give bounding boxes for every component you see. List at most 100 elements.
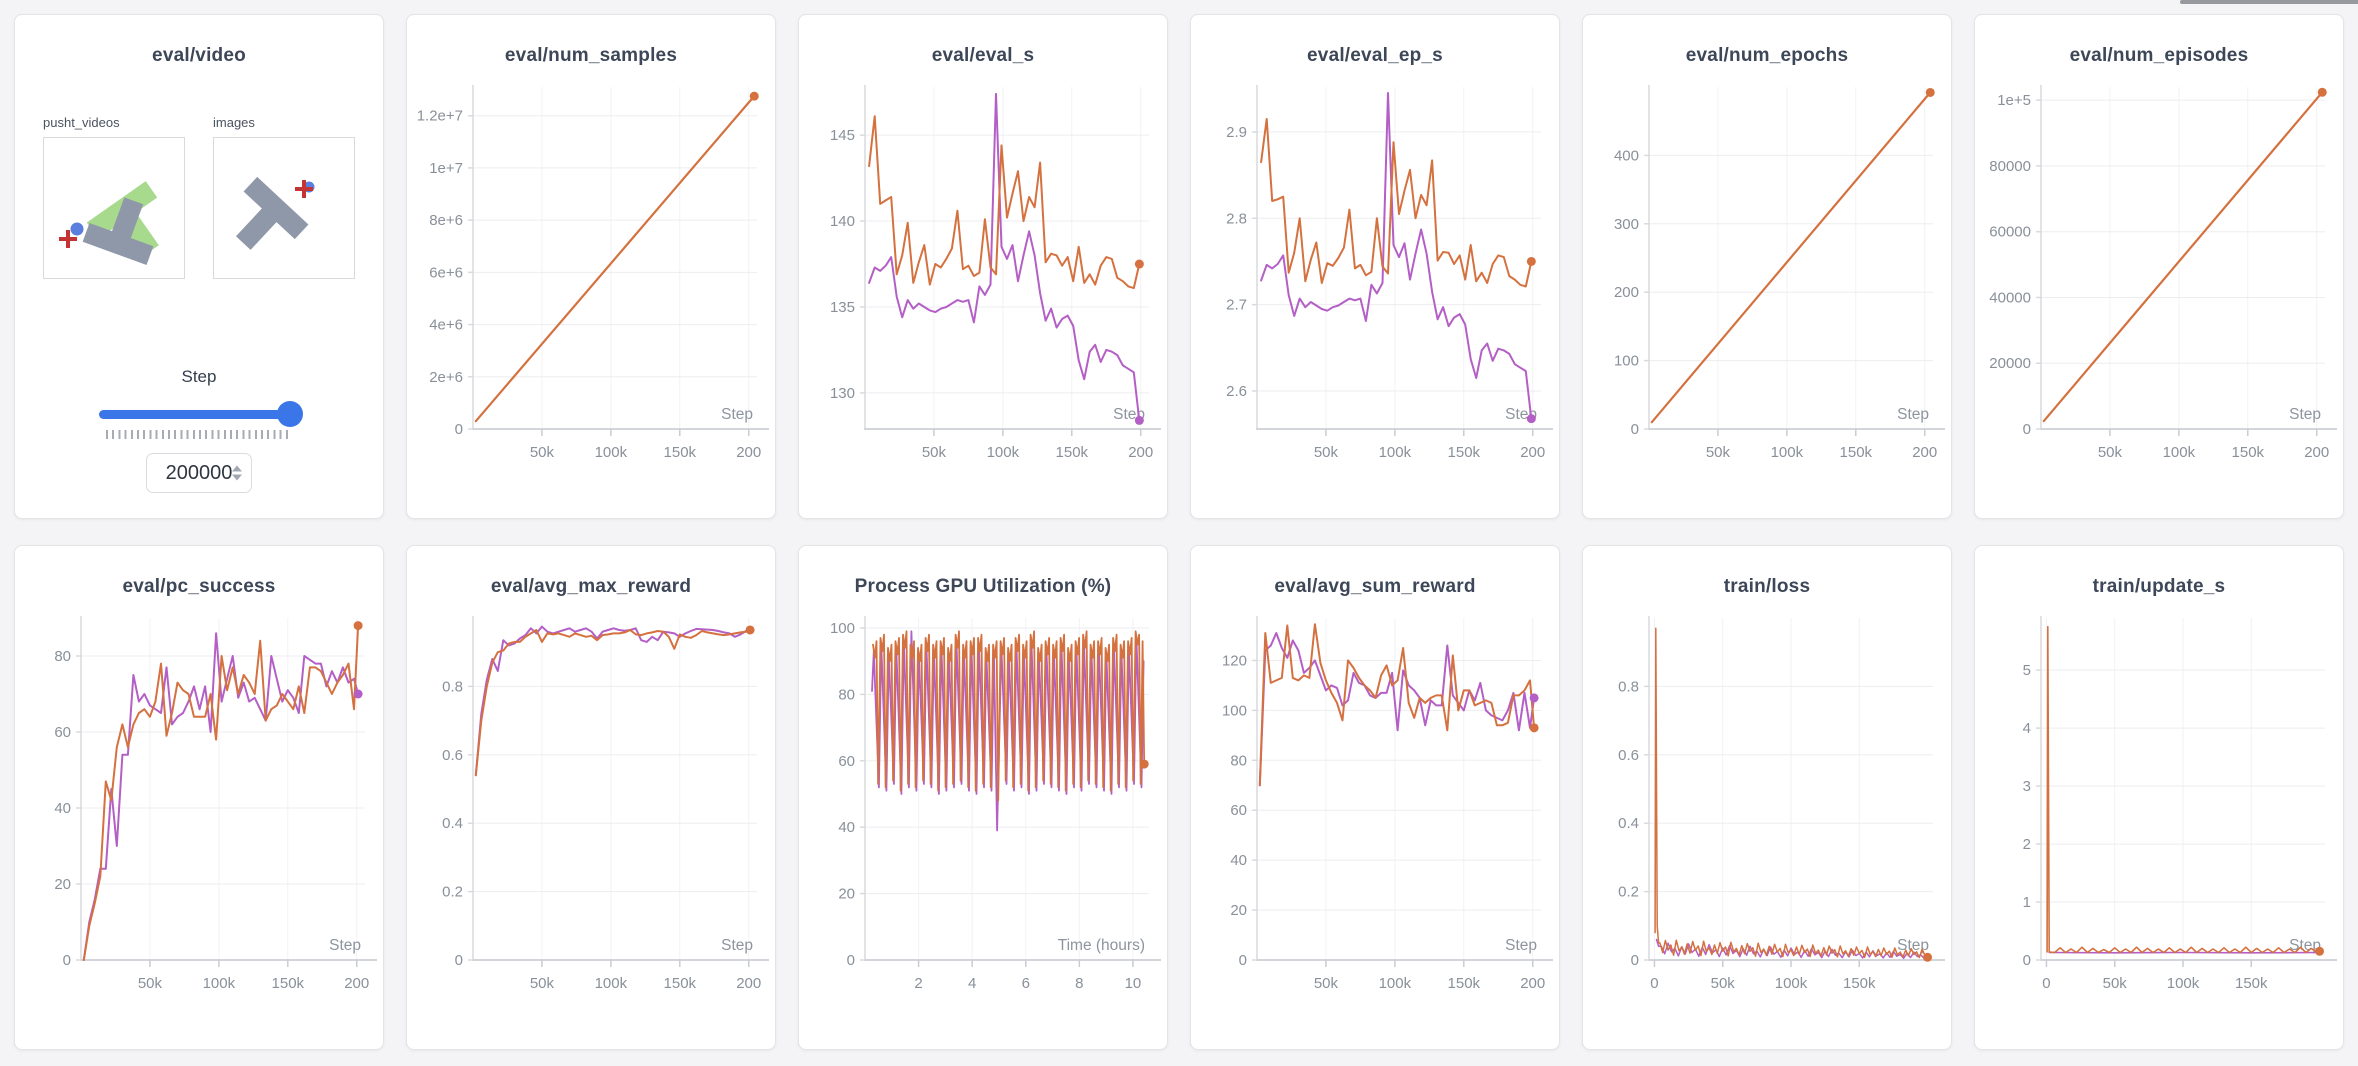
svg-text:200: 200 xyxy=(2304,444,2329,461)
svg-text:50k: 50k xyxy=(922,444,947,461)
svg-text:150k: 150k xyxy=(272,975,305,992)
svg-text:2e+6: 2e+6 xyxy=(429,369,463,386)
svg-text:10: 10 xyxy=(1125,975,1142,992)
pusht-scene-image xyxy=(59,181,159,266)
chart-canvas[interactable]: 0 20 40 60 80 100 2 4 6 8 10 Time (hours) xyxy=(799,606,1168,1018)
svg-text:1.2e+7: 1.2e+7 xyxy=(417,108,463,125)
media-group-images: images xyxy=(213,115,355,279)
step-slider-label: Step xyxy=(181,367,217,386)
svg-text:4e+6: 4e+6 xyxy=(429,317,463,334)
svg-text:0: 0 xyxy=(1650,975,1658,992)
svg-text:40: 40 xyxy=(838,819,855,836)
panel-title: eval/avg_max_reward xyxy=(490,576,692,597)
panel-eval-num-samples: eval/num_samples 0 2e+6 4e+6 6e+6 8e+6 1e+7 1.… xyxy=(406,14,776,519)
media-group-pusht-videos: pusht_videos xyxy=(43,115,185,279)
svg-text:100: 100 xyxy=(830,620,855,637)
svg-text:0: 0 xyxy=(2042,975,2050,992)
video-thumbnail-pusht[interactable] xyxy=(43,137,185,279)
svg-text:120: 120 xyxy=(1222,652,1247,669)
svg-text:60: 60 xyxy=(838,753,855,770)
step-slider-track[interactable] xyxy=(99,410,299,419)
chart-canvas[interactable]: 0 20 40 60 80 100 120 50k 100k 150k 200 Step xyxy=(1191,606,1560,1018)
svg-text:150k: 150k xyxy=(1056,444,1089,461)
svg-text:0: 0 xyxy=(455,952,463,969)
chart-canvas[interactable]: 0 20 40 60 80 50k 100k 150k 200 Step xyxy=(15,606,384,1018)
chart-canvas[interactable]: 0 20000 40000 60000 80000 1e+5 50k 100k 150k 200 S… xyxy=(1975,75,2344,487)
panel-train-loss: train/loss 0 0.2 0.4 0.6 0.8 0 50k 100k 150k Step xyxy=(1582,545,1952,1050)
svg-text:100: 100 xyxy=(1222,702,1247,719)
pusht-scene-image xyxy=(235,176,315,250)
panel-eval-video: eval/video pusht_videos xyxy=(14,14,384,519)
panel-title: train/update_s xyxy=(2092,576,2226,597)
spinner-down-icon[interactable] xyxy=(232,474,242,481)
chart-canvas[interactable]: 0 0.2 0.4 0.6 0.8 50k 100k 150k 200 Step xyxy=(407,606,776,1018)
svg-text:80: 80 xyxy=(54,648,71,665)
panel-train-update-s: train/update_s 0 1 2 3 4 5 0 50k 100k 150k Step xyxy=(1974,545,2344,1050)
svg-text:50k: 50k xyxy=(138,975,163,992)
svg-text:60000: 60000 xyxy=(1989,224,2031,241)
number-spinner[interactable] xyxy=(232,465,242,481)
svg-text:0.8: 0.8 xyxy=(442,678,463,695)
svg-text:Step: Step xyxy=(721,406,753,423)
svg-text:3: 3 xyxy=(2023,778,2031,795)
chart-canvas[interactable]: 0 2e+6 4e+6 6e+6 8e+6 1e+7 1.2e+7 50k 100k 150k 20… xyxy=(407,75,776,487)
svg-text:2.8: 2.8 xyxy=(1226,210,1247,227)
panel-title: eval/eval_s xyxy=(931,45,1035,66)
media-label: images xyxy=(213,115,255,130)
svg-text:0: 0 xyxy=(1631,421,1639,438)
scrollbar-thumb[interactable] xyxy=(2180,0,2358,4)
svg-text:50k: 50k xyxy=(1706,444,1731,461)
svg-text:0: 0 xyxy=(2023,421,2031,438)
svg-text:60: 60 xyxy=(1230,802,1247,819)
svg-text:135: 135 xyxy=(830,299,855,316)
svg-text:300: 300 xyxy=(1614,216,1639,233)
svg-text:50k: 50k xyxy=(530,444,555,461)
svg-text:0: 0 xyxy=(1239,952,1247,969)
svg-text:50k: 50k xyxy=(2103,975,2128,992)
svg-text:150k: 150k xyxy=(2232,444,2265,461)
image-thumbnail[interactable] xyxy=(213,137,355,279)
step-value-input[interactable]: 200000 xyxy=(146,453,252,493)
svg-text:200: 200 xyxy=(1128,444,1153,461)
step-slider-knob[interactable] xyxy=(277,401,303,427)
svg-text:100k: 100k xyxy=(1775,975,1808,992)
svg-text:0.2: 0.2 xyxy=(1618,884,1639,901)
svg-text:200: 200 xyxy=(1520,975,1545,992)
svg-text:400: 400 xyxy=(1614,147,1639,164)
svg-text:2: 2 xyxy=(914,975,922,992)
svg-text:50k: 50k xyxy=(1314,975,1339,992)
svg-text:1: 1 xyxy=(2023,894,2031,911)
media-label: pusht_videos xyxy=(43,115,120,130)
panel-eval-num-epochs: eval/num_epochs 0 100 200 300 400 50k 100k 150k… xyxy=(1582,14,1952,519)
goal-cross xyxy=(59,230,77,248)
svg-text:2.9: 2.9 xyxy=(1226,124,1247,141)
svg-text:150k: 150k xyxy=(1840,444,1873,461)
svg-text:150k: 150k xyxy=(1843,975,1876,992)
svg-text:100k: 100k xyxy=(1771,444,1804,461)
step-slider[interactable] xyxy=(99,401,303,427)
svg-text:145: 145 xyxy=(830,127,855,144)
svg-text:0: 0 xyxy=(847,952,855,969)
panel-eval-num-episodes: eval/num_episodes 0 20000 40000 60000 80000 1… xyxy=(1974,14,2344,519)
svg-text:40: 40 xyxy=(1230,852,1247,869)
svg-text:Step: Step xyxy=(2289,406,2321,423)
svg-text:0.2: 0.2 xyxy=(442,884,463,901)
svg-text:8: 8 xyxy=(1075,975,1083,992)
svg-text:2.6: 2.6 xyxy=(1226,383,1247,400)
svg-text:0.8: 0.8 xyxy=(1618,678,1639,695)
svg-text:80: 80 xyxy=(1230,752,1247,769)
svg-text:2: 2 xyxy=(2023,836,2031,853)
svg-text:80000: 80000 xyxy=(1989,158,2031,175)
svg-text:6e+6: 6e+6 xyxy=(429,264,463,281)
chart-canvas[interactable]: 0 100 200 300 400 50k 100k 150k 200 Step xyxy=(1583,75,1952,487)
panel-title: Process GPU Utilization (%) xyxy=(854,576,1112,597)
spinner-up-icon[interactable] xyxy=(232,465,242,472)
svg-text:Step: Step xyxy=(1897,406,1929,423)
svg-text:100: 100 xyxy=(1614,353,1639,370)
svg-text:50k: 50k xyxy=(2098,444,2123,461)
